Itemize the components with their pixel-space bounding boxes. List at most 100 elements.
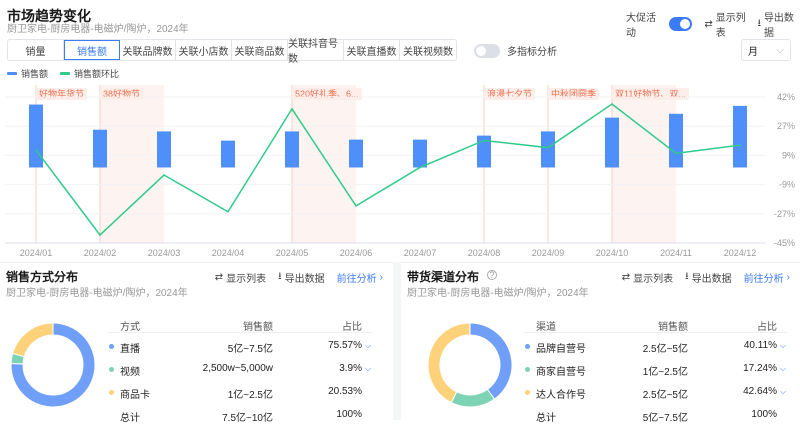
period-value: 月: [748, 46, 758, 58]
row-pct: 100%: [751, 409, 777, 420]
x-tick-label: 2024/09: [532, 248, 565, 258]
tab-3[interactable]: 关联小店数: [176, 40, 232, 60]
row-amount: 2.5亿~5亿: [642, 344, 688, 355]
line-point[interactable]: [483, 139, 485, 142]
metric-tabs: 销量 销售额 关联品牌数 关联小店数 关联商品数 关联抖音号数 关联直播数 关联视频数: [7, 39, 457, 65]
expand-chevron-icon[interactable]: ⌵: [365, 364, 372, 373]
expand-chevron-icon[interactable]: ⌵: [780, 387, 787, 396]
legend-sales[interactable]: 销售额: [7, 67, 48, 80]
column-header: 渠道: [536, 322, 556, 333]
bar-sales[interactable]: [477, 135, 491, 168]
export-button[interactable]: ⭳ 导出数据: [757, 13, 794, 39]
tab-7[interactable]: 关联视频数: [403, 46, 453, 58]
y-tick-label: 9%: [782, 150, 795, 160]
line-point[interactable]: [611, 103, 613, 105]
line-point[interactable]: [35, 149, 37, 151]
bar-sales[interactable]: [93, 129, 107, 168]
legend-dot: [525, 344, 530, 349]
tab-6[interactable]: 关联直播数: [344, 40, 400, 60]
x-tick-label: 2024/10: [596, 248, 629, 258]
line-point[interactable]: [739, 144, 741, 146]
row-amount: 2.5亿~5亿: [642, 390, 688, 401]
line-point[interactable]: [355, 205, 357, 207]
x-tick-label: 2024/04: [212, 248, 245, 258]
donut-segment[interactable]: [469, 322, 513, 400]
event-label[interactable]: 520好礼季、6...: [292, 88, 362, 100]
row-name: 品牌自营号: [536, 344, 586, 355]
promo-toggle[interactable]: [668, 17, 693, 31]
row-amount: 7.5亿~10亿: [222, 413, 273, 424]
x-tick-label: 2024/03: [148, 248, 181, 258]
donut-segment[interactable]: [12, 322, 54, 358]
export-button[interactable]: ⭳ 导出数据: [685, 271, 732, 285]
expand-chevron-icon[interactable]: ⌵: [365, 341, 372, 350]
row-name: 达人合作号: [536, 390, 586, 401]
legend-dot: [525, 390, 530, 395]
donut-segment[interactable]: [427, 322, 471, 404]
tab-1[interactable]: 销售额: [64, 40, 120, 60]
row-pct: 3.9%: [339, 363, 362, 374]
section-title: 销售方式分布: [6, 270, 79, 284]
show-list-button[interactable]: ⇄ 显示列表: [704, 13, 746, 39]
row-name: 直播: [120, 344, 140, 355]
bar-sales[interactable]: [733, 105, 747, 168]
event-label[interactable]: 双11好物节、双...: [612, 88, 689, 100]
chevron-right-icon: ›: [379, 272, 383, 283]
multi-metric-toggle[interactable]: [474, 43, 500, 58]
legend-sales-mom[interactable]: 销售额环比: [60, 67, 119, 80]
row-amount: 5亿~7.5亿: [642, 413, 688, 424]
x-tick-label: 2024/05: [276, 248, 309, 258]
bar-sales[interactable]: [669, 113, 683, 168]
legend-dot: [525, 367, 530, 372]
show-list-button[interactable]: ⇄ 显示列表: [621, 272, 674, 285]
expand-chevron-icon[interactable]: ⌵: [780, 364, 787, 373]
event-label[interactable]: 好物年货节: [36, 88, 88, 100]
export-button[interactable]: ⭳ 导出数据: [278, 271, 325, 285]
row-amount: 1亿~2.5亿: [642, 367, 688, 378]
x-tick-label: 2024/06: [340, 248, 373, 258]
x-tick-label: 2024/11: [660, 248, 692, 258]
x-tick-label: 2024/07: [404, 248, 437, 258]
expand-chevron-icon[interactable]: ⌵: [780, 341, 787, 350]
bar-sales[interactable]: [29, 104, 43, 168]
switch-icon: ⇄: [621, 272, 631, 283]
bar-sales[interactable]: [605, 117, 619, 168]
tab-5[interactable]: 关联抖音号数: [288, 39, 344, 65]
tab-0[interactable]: 销量: [8, 40, 64, 60]
goto-analysis-link[interactable]: 前往分析 ›: [743, 272, 790, 285]
row-name: 商品卡: [120, 390, 150, 401]
bar-sales[interactable]: [285, 131, 299, 168]
bar-sales[interactable]: [349, 139, 363, 168]
promo-label: 大促活动: [626, 13, 656, 39]
line-point[interactable]: [291, 108, 293, 110]
bar-sales[interactable]: [413, 139, 427, 168]
channel-panel: 带货渠道分布? 厨卫家电-厨房电器-电磁炉/陶炉，2024年 ⇄ 显示列表 ⭳ 导出数…: [401, 262, 800, 424]
sales-method-panel: 销售方式分布 厨卫家电-厨房电器-电磁炉/陶炉，2024年 ⇄ 显示列表 ⭳ 导出数据…: [0, 262, 393, 424]
line-point[interactable]: [547, 146, 549, 149]
line-point[interactable]: [675, 152, 677, 155]
line-point[interactable]: [227, 210, 229, 213]
tab-2[interactable]: 关联品牌数: [120, 40, 176, 60]
y-tick-label: -45%: [774, 238, 795, 248]
event-label[interactable]: 38好物节: [100, 88, 144, 100]
donut-segment[interactable]: [10, 322, 96, 408]
tab-4[interactable]: 关联商品数: [232, 40, 288, 60]
line-point[interactable]: [163, 174, 165, 176]
period-select[interactable]: 月 ⌵: [741, 39, 791, 61]
switch-icon: ⇄: [214, 272, 224, 283]
bar-sales[interactable]: [157, 131, 171, 168]
event-label[interactable]: 中秋团圆季: [548, 88, 600, 100]
bar-sales[interactable]: [221, 140, 235, 168]
line-point[interactable]: [419, 166, 421, 169]
line-point[interactable]: [99, 234, 101, 236]
event-label[interactable]: 浪漫七夕节: [484, 88, 536, 100]
row-name: 总计: [120, 413, 140, 424]
bar-sales[interactable]: [541, 131, 555, 168]
show-list-button[interactable]: ⇄ 显示列表: [214, 272, 267, 285]
column-header: 占比: [757, 322, 777, 333]
row-pct: 17.24%: [743, 363, 777, 374]
legend-dot: [109, 344, 114, 349]
goto-analysis-link[interactable]: 前往分析 ›: [336, 272, 383, 285]
help-icon[interactable]: ?: [487, 270, 497, 280]
donut-segment[interactable]: [450, 388, 496, 408]
